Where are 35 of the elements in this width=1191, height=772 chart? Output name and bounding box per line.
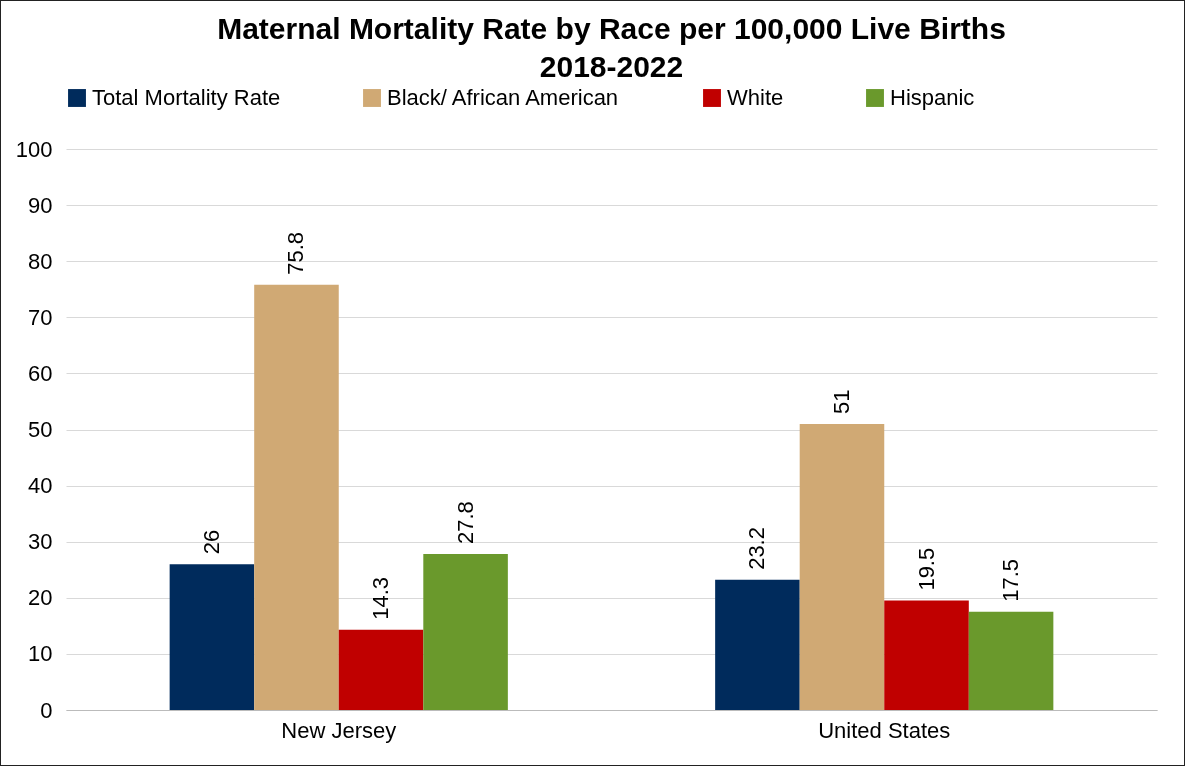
bar	[254, 284, 339, 710]
y-tick-label: 80	[28, 248, 53, 274]
x-tick-label: United States	[818, 717, 951, 743]
y-tick-label: 70	[28, 304, 53, 330]
bar	[884, 600, 969, 710]
bar	[715, 579, 800, 710]
legend-label: Hispanic	[890, 85, 975, 110]
y-tick-label: 100	[15, 136, 53, 162]
y-tick-label: 20	[28, 585, 53, 611]
chart-title: Maternal Mortality Rate by Race per 100,000 Live Births	[217, 12, 1006, 45]
y-tick-label: 60	[28, 360, 53, 386]
data-label: 17.5	[998, 559, 1024, 602]
legend-label: White	[727, 85, 784, 110]
chart-subtitle: 2018-2022	[539, 50, 684, 83]
y-tick-label: 30	[28, 529, 53, 555]
bar	[423, 554, 508, 710]
data-label: 75.8	[283, 231, 309, 275]
bar	[968, 611, 1054, 710]
x-tick-label: New Jersey	[281, 717, 397, 743]
legend-label: Total Mortality Rate	[92, 85, 281, 110]
legend-label: Black/ African American	[387, 85, 619, 110]
y-tick-label: 10	[28, 641, 53, 667]
bar	[799, 423, 885, 710]
data-label: 19.5	[913, 547, 939, 591]
data-label: 51	[828, 389, 854, 414]
y-tick-label: 50	[28, 417, 53, 442]
bar	[169, 564, 255, 710]
data-label: 23.2	[744, 527, 770, 570]
data-label: 14.3	[368, 576, 394, 620]
data-label: 27.8	[452, 501, 478, 545]
y-tick-label: 0	[40, 697, 53, 723]
data-label: 26	[198, 529, 224, 555]
y-tick-label: 90	[28, 192, 53, 218]
bar	[338, 629, 424, 710]
y-tick-label: 40	[28, 473, 53, 499]
